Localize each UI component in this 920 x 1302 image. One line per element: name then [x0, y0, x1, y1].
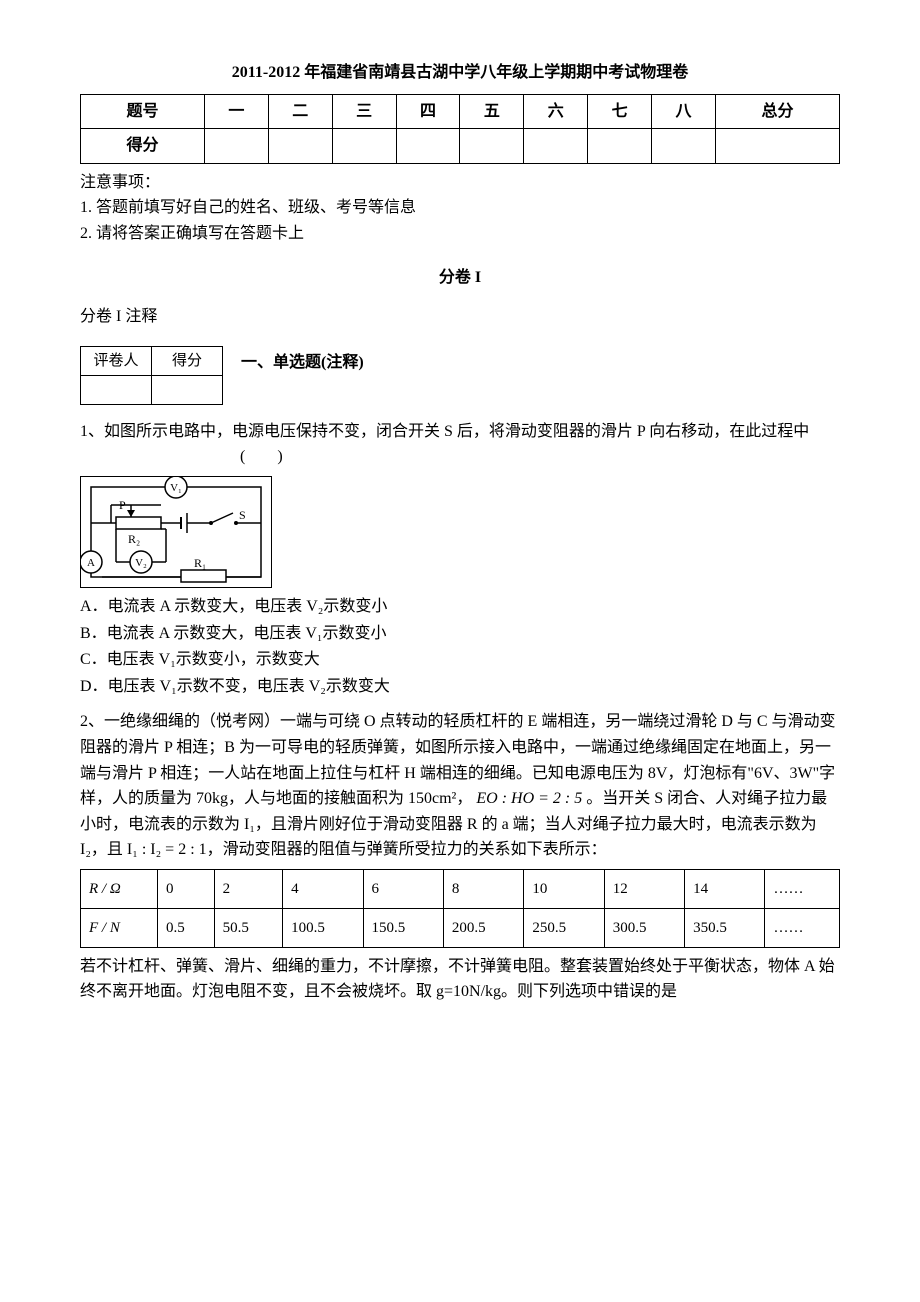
option-d: D．电压表 V₁示数不变，电压表 V₂示数变大 — [80, 674, 840, 700]
q1-blank: ( ) — [240, 448, 283, 465]
q2-stem3: 若不计杠杆、弹簧、滑片、细绳的重力，不计摩擦，不计弹簧电阻。整套装置始终处于平衡… — [80, 954, 840, 1005]
col: 八 — [652, 94, 716, 129]
cell: 10 — [524, 869, 604, 908]
option-a: A．电流表 A 示数变大，电压表 V₂示数变小 — [80, 594, 840, 620]
q1-stem: 1、如图所示电路中，电源电压保持不变，闭合开关 S 后，将滑动变阻器的滑片 P … — [80, 423, 809, 440]
cell: 8 — [443, 869, 523, 908]
part-title: 一、单选题(注释) — [241, 346, 364, 376]
cell: …… — [765, 908, 840, 947]
col: 五 — [460, 94, 524, 129]
notes-block: 注意事项： 1. 答题前填写好自己的姓名、班级、考号等信息 2. 请将答案正确填… — [80, 170, 840, 247]
col: 总分 — [715, 94, 839, 129]
cell: 350.5 — [685, 908, 765, 947]
col: 四 — [396, 94, 460, 129]
cell: 50.5 — [214, 908, 283, 947]
row-label: R / Ω — [89, 881, 121, 897]
q1-options: A．电流表 A 示数变大，电压表 V₂示数变小 B．电流表 A 示数变大，电压表… — [80, 594, 840, 699]
grader-table: 评卷人 得分 — [80, 346, 223, 405]
cell: 4 — [283, 869, 363, 908]
table-row: F / N 0.5 50.5 100.5 150.5 200.5 250.5 3… — [81, 908, 840, 947]
r2-label: R₂ — [128, 532, 140, 546]
section-annotation: 分卷 I 注释 — [80, 304, 840, 330]
cell: 0.5 — [158, 908, 215, 947]
question-2: 2、一绝缘细绳的（悦考网）一端与可绕 O 点转动的轻质杠杆的 E 端相连，另一端… — [80, 709, 840, 1005]
r1-label: R₁ — [194, 556, 206, 570]
grader-col: 得分 — [152, 346, 223, 375]
exam-title: 2011-2012 年福建省南靖县古湖中学八年级上学期期中考试物理卷 — [80, 60, 840, 86]
cell: 250.5 — [524, 908, 604, 947]
option-b: B．电流表 A 示数变大，电压表 V₁示数变小 — [80, 621, 840, 647]
cell: …… — [765, 869, 840, 908]
col: 七 — [588, 94, 652, 129]
cell: 300.5 — [604, 908, 684, 947]
cell: 0 — [158, 869, 215, 908]
cell: 14 — [685, 869, 765, 908]
cell: 200.5 — [443, 908, 523, 947]
circuit-svg: V₁ A R₂ P S V₂ — [81, 477, 271, 587]
s-label: S — [239, 508, 246, 522]
col: 六 — [524, 94, 588, 129]
cell: 12 — [604, 869, 684, 908]
score-row-values: 得分 — [81, 129, 840, 164]
note-item: 2. 请将答案正确填写在答题卡上 — [80, 221, 840, 247]
col: 一 — [204, 94, 268, 129]
note-item: 1. 答题前填写好自己的姓名、班级、考号等信息 — [80, 195, 840, 221]
table-row: R / Ω 0 2 4 6 8 10 12 14 …… — [81, 869, 840, 908]
q2-data-table: R / Ω 0 2 4 6 8 10 12 14 …… F / N 0.5 50… — [80, 869, 840, 948]
section-header: 分卷 I — [80, 265, 840, 291]
cell: 100.5 — [283, 908, 363, 947]
q2-ratio: EO : HO = 2 : 5 — [476, 790, 582, 807]
grader-col: 评卷人 — [81, 346, 152, 375]
row-label: 得分 — [81, 129, 205, 164]
col: 三 — [332, 94, 396, 129]
grader-row: 评卷人 得分 一、单选题(注释) — [80, 346, 840, 405]
cell: 2 — [214, 869, 283, 908]
v1-label: V₁ — [170, 482, 182, 494]
v2-label: V₂ — [135, 557, 147, 569]
row-label: F / N — [89, 920, 120, 936]
notes-heading: 注意事项： — [80, 170, 840, 196]
col: 二 — [268, 94, 332, 129]
circuit-diagram: V₁ A R₂ P S V₂ — [80, 476, 272, 588]
question-1: 1、如图所示电路中，电源电压保持不变，闭合开关 S 后，将滑动变阻器的滑片 P … — [80, 419, 840, 700]
score-table: 题号 一 二 三 四 五 六 七 八 总分 得分 — [80, 94, 840, 164]
score-row-header: 题号 一 二 三 四 五 六 七 八 总分 — [81, 94, 840, 129]
cell: 150.5 — [363, 908, 443, 947]
row-label: 题号 — [81, 94, 205, 129]
a-label: A — [87, 557, 95, 569]
option-c: C．电压表 V₁示数变小，示数变大 — [80, 647, 840, 673]
cell: 6 — [363, 869, 443, 908]
